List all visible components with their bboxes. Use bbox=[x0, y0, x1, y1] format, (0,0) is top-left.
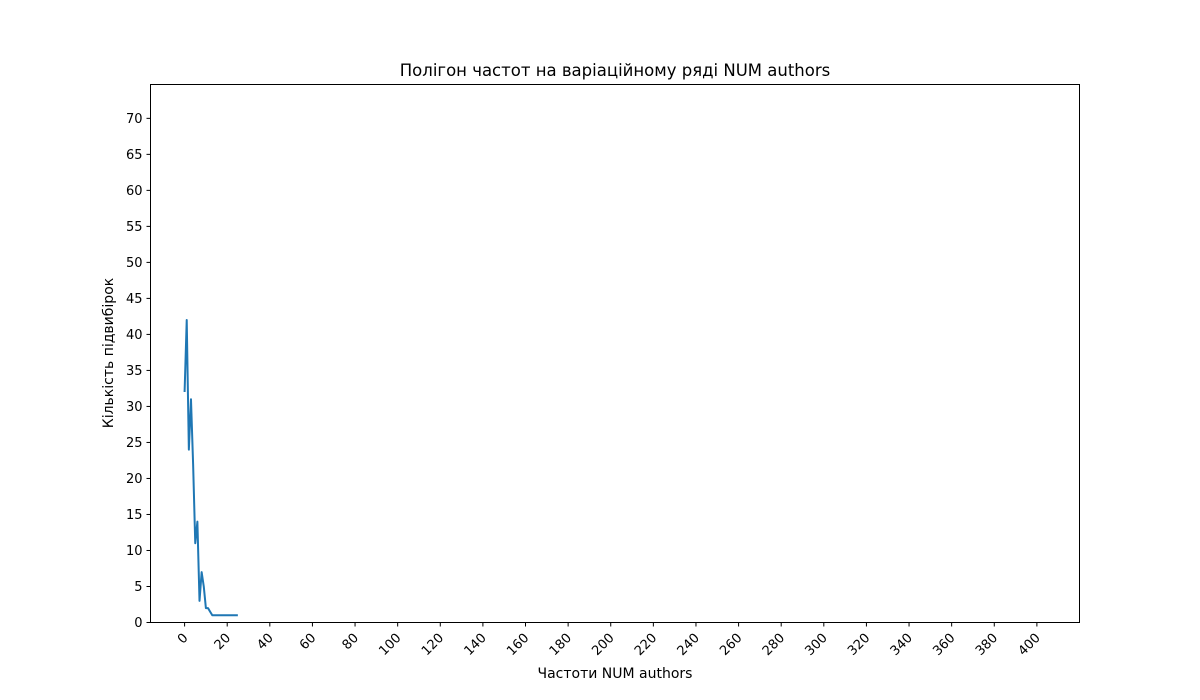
y-axis-label: Кількість підвибірок bbox=[101, 278, 117, 428]
y-tick-label: 35 bbox=[126, 364, 143, 379]
x-tick-label: 140 bbox=[462, 631, 490, 659]
x-tick-label: 20 bbox=[212, 631, 234, 653]
x-tick-label: 280 bbox=[760, 631, 788, 659]
y-tick-label: 25 bbox=[126, 436, 143, 451]
y-tick-label: 50 bbox=[126, 256, 143, 271]
x-tick-label: 180 bbox=[547, 631, 575, 659]
y-tick-label: 10 bbox=[126, 544, 143, 559]
y-axis-ticks: 0 5 10 15 20 25 30 35 40 45 50 55 60 65 70 bbox=[126, 112, 151, 631]
y-tick-label: 0 bbox=[134, 616, 142, 631]
y-tick-label: 65 bbox=[126, 148, 143, 163]
x-tick-label: 340 bbox=[888, 631, 916, 659]
x-tick-label: 100 bbox=[376, 631, 404, 659]
x-tick-label: 240 bbox=[675, 631, 703, 659]
y-tick-label: 60 bbox=[126, 184, 143, 199]
y-tick-label: 15 bbox=[126, 508, 143, 523]
x-tick-label: 400 bbox=[1016, 631, 1044, 659]
y-tick-label: 5 bbox=[134, 580, 142, 595]
y-tick-label: 30 bbox=[126, 400, 143, 415]
series-layer bbox=[183, 319, 238, 617]
x-tick-label: 260 bbox=[717, 631, 745, 659]
x-tick-label: 200 bbox=[589, 631, 617, 659]
y-tick-label: 70 bbox=[126, 112, 143, 127]
x-tick-label: 60 bbox=[297, 631, 319, 653]
x-tick-label: 80 bbox=[340, 631, 362, 653]
series-line bbox=[183, 319, 238, 617]
chart-title: Полігон частот на варіаційному ряді NUM … bbox=[400, 61, 830, 80]
y-tick-label: 40 bbox=[126, 328, 143, 343]
x-tick-label: 0 bbox=[175, 631, 191, 647]
x-axis-label: Частоти NUM authors bbox=[538, 666, 693, 682]
x-tick-label: 380 bbox=[973, 631, 1001, 659]
x-tick-label: 320 bbox=[845, 631, 873, 659]
x-axis-ticks: 0 20 40 60 80 100 120 140 160 180 200 220 240 260 280 3… bbox=[175, 622, 1044, 659]
x-tick-label: 120 bbox=[419, 631, 447, 659]
x-tick-label: 220 bbox=[632, 631, 660, 659]
y-tick-label: 45 bbox=[126, 292, 143, 307]
x-tick-label: 300 bbox=[802, 631, 830, 659]
y-tick-label: 20 bbox=[126, 472, 143, 487]
x-tick-label: 360 bbox=[930, 631, 958, 659]
plot-frame bbox=[150, 84, 1080, 623]
y-tick-label: 55 bbox=[126, 220, 143, 235]
x-tick-label: 160 bbox=[504, 631, 532, 659]
x-tick-label: 40 bbox=[254, 631, 276, 653]
